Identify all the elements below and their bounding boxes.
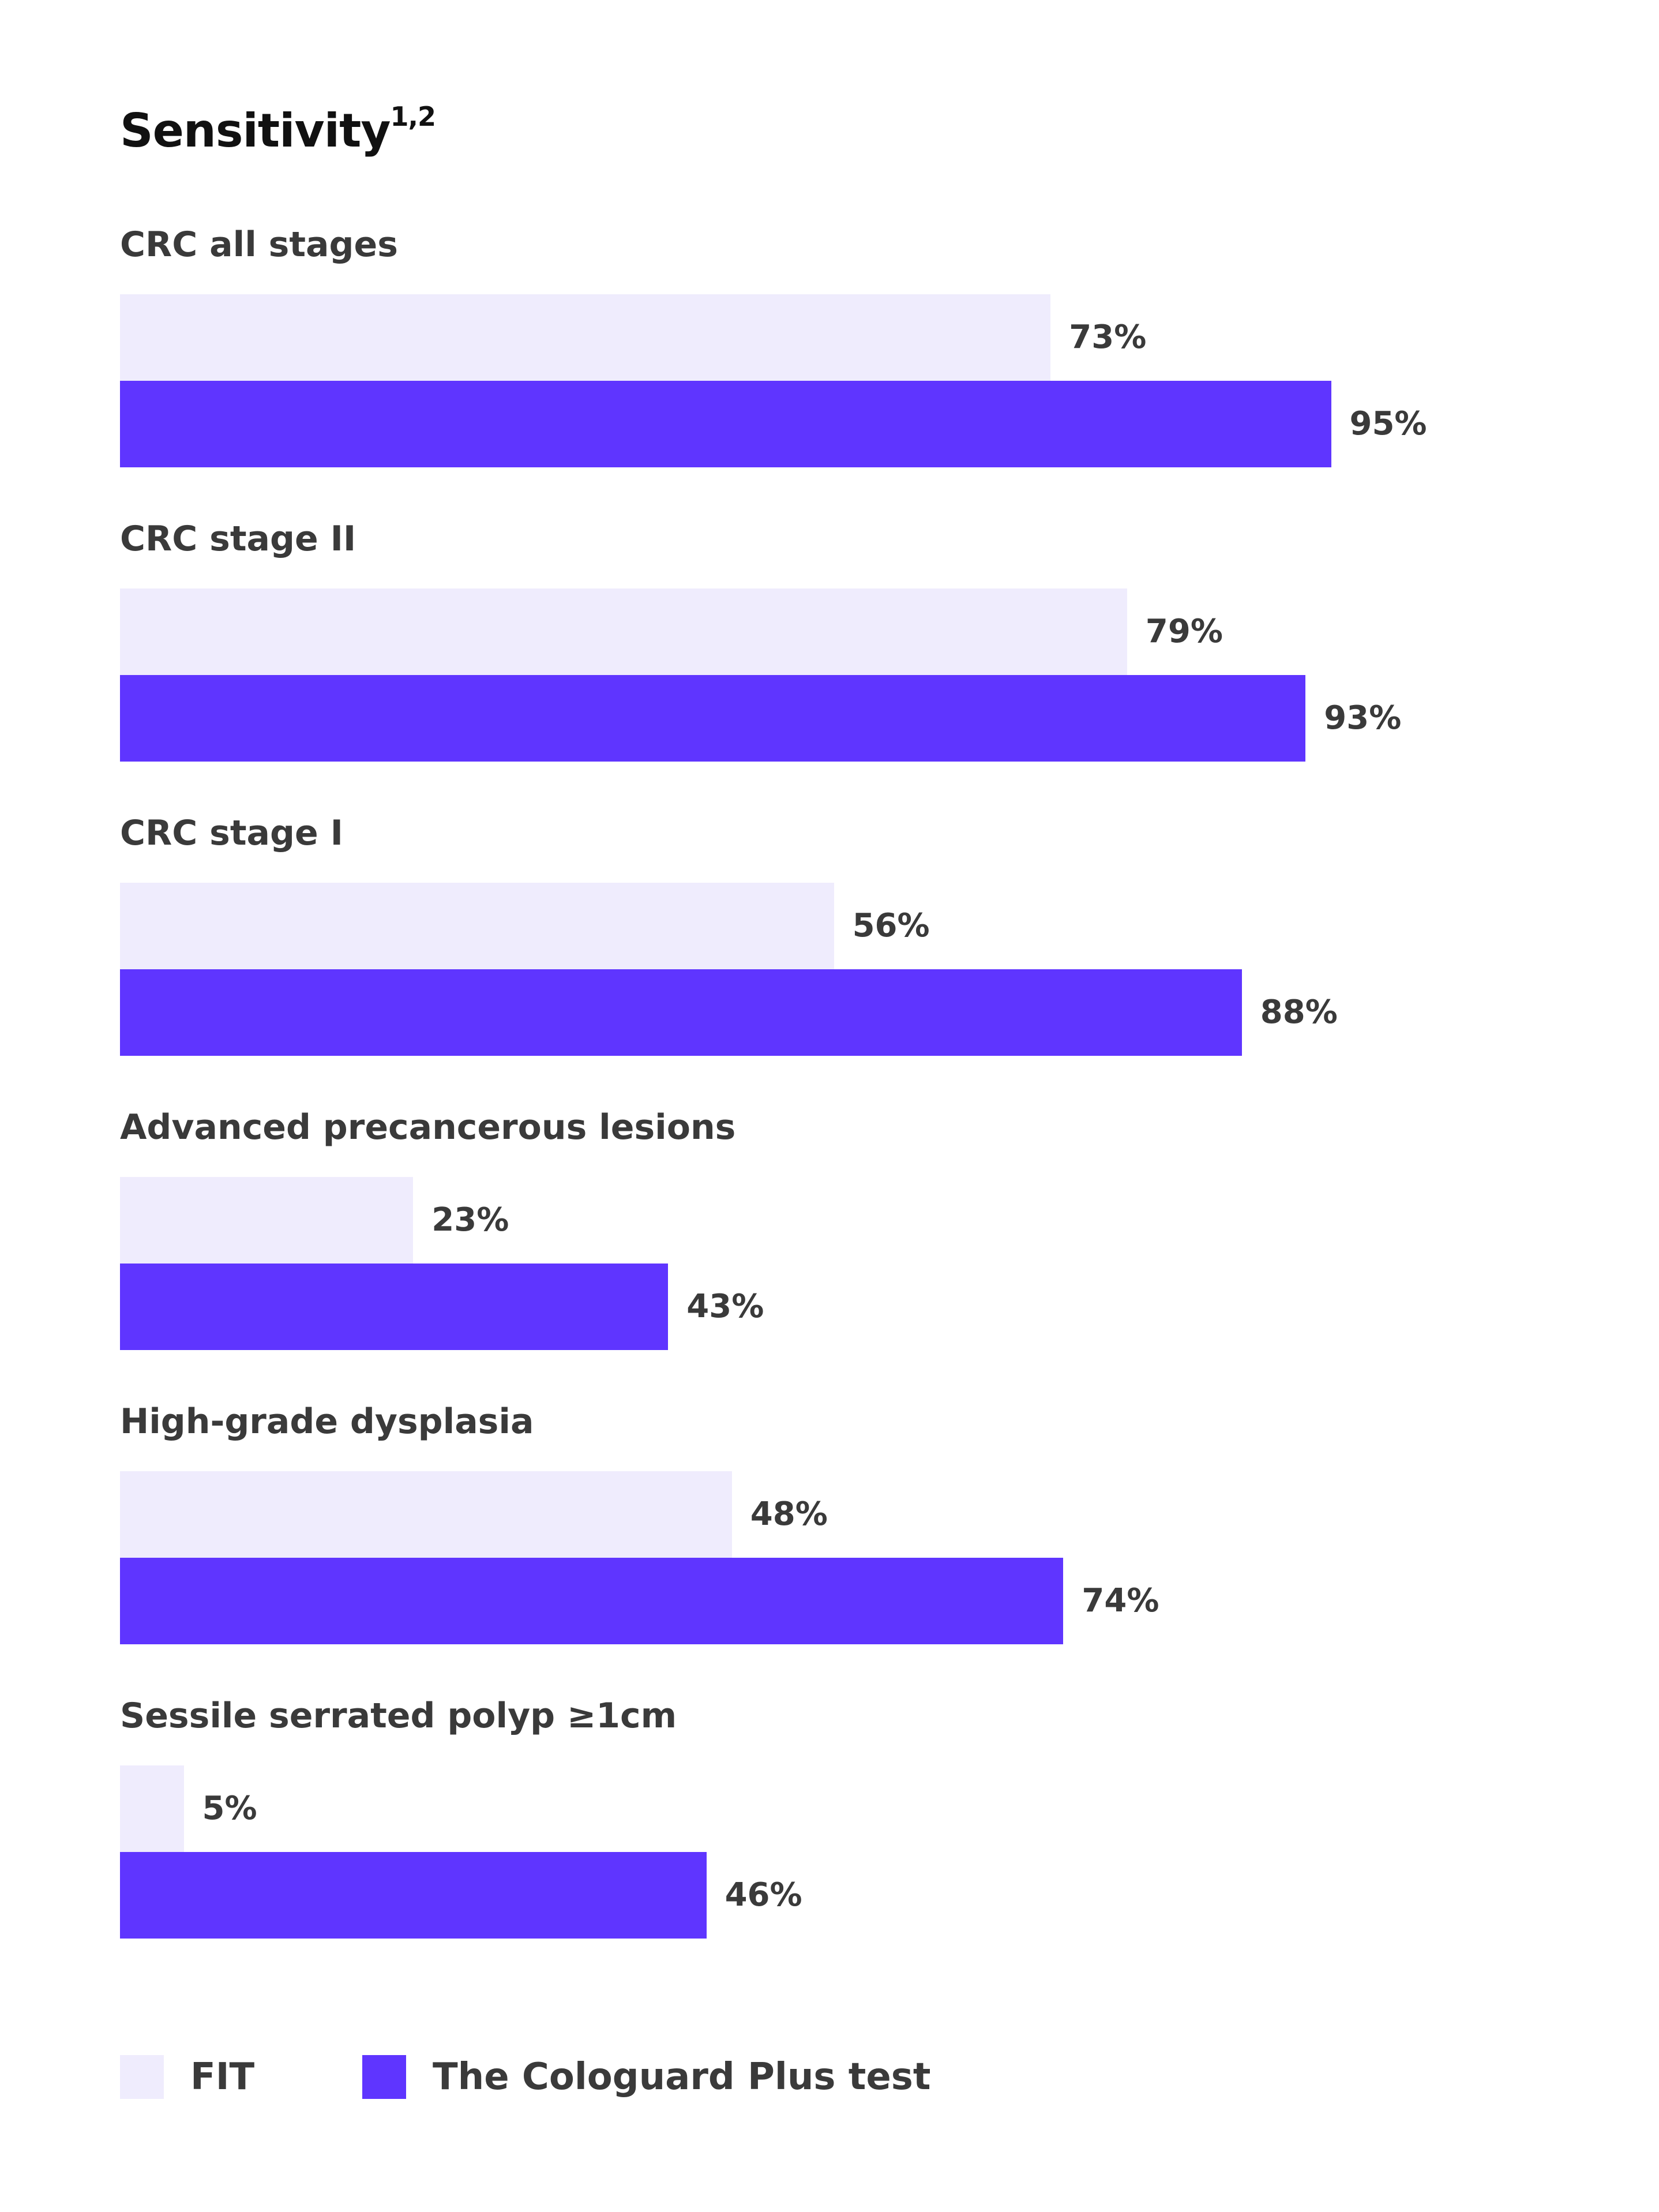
bar-the-cologuard-plus-test-crc-all-stages: [120, 381, 1331, 467]
bar-the-cologuard-plus-test-high-grade-dysplasia: [120, 1558, 1064, 1644]
category-label-crc-stage-i: CRC stage I: [120, 813, 343, 853]
chart-title: Sensitivity1,2: [120, 101, 436, 158]
value-label-the-cologuard-plus-test-crc-stage-ii: 93%: [1324, 699, 1402, 737]
legend-label-the-cologuard-plus-test: The Cologuard Plus test: [433, 2056, 931, 2098]
category-label-high-grade-dysplasia: High-grade dysplasia: [120, 1401, 534, 1442]
value-label-the-cologuard-plus-test-crc-stage-i: 88%: [1260, 993, 1338, 1031]
chart-title-superscript: 1,2: [390, 101, 436, 133]
category-label-advanced-precancerous-lesions: Advanced precancerous lesions: [120, 1107, 736, 1148]
value-label-fit-advanced-precancerous-lesions: 23%: [431, 1201, 509, 1239]
legend-swatch-fit: [120, 2055, 164, 2099]
bar-fit-high-grade-dysplasia: [120, 1471, 732, 1558]
category-label-sessile-serrated-polyp-1cm: Sessile serrated polyp ≥1cm: [120, 1696, 677, 1736]
bar-the-cologuard-plus-test-advanced-precancerous-lesions: [120, 1264, 669, 1350]
value-label-the-cologuard-plus-test-sessile-serrated-polyp-1cm: 46%: [725, 1876, 802, 1914]
value-label-fit-crc-stage-i: 56%: [852, 907, 930, 944]
value-label-fit-high-grade-dysplasia: 48%: [750, 1495, 828, 1533]
bar-fit-advanced-precancerous-lesions: [120, 1177, 414, 1264]
legend-label-fit: FIT: [190, 2056, 255, 2098]
bar-fit-sessile-serrated-polyp-1cm: [120, 1765, 184, 1852]
bar-fit-crc-all-stages: [120, 294, 1051, 381]
value-label-fit-crc-all-stages: 73%: [1069, 318, 1147, 356]
value-label-the-cologuard-plus-test-advanced-precancerous-lesions: 43%: [686, 1288, 764, 1325]
category-label-crc-all-stages: CRC all stages: [120, 224, 398, 265]
bar-the-cologuard-plus-test-sessile-serrated-polyp-1cm: [120, 1852, 707, 1939]
legend-swatch-the-cologuard-plus-test: [362, 2055, 406, 2099]
value-label-the-cologuard-plus-test-crc-all-stages: 95%: [1349, 405, 1427, 443]
value-label-fit-crc-stage-ii: 79%: [1145, 613, 1223, 650]
category-label-crc-stage-ii: CRC stage II: [120, 519, 356, 559]
value-label-the-cologuard-plus-test-high-grade-dysplasia: 74%: [1082, 1582, 1159, 1619]
bar-fit-crc-stage-i: [120, 883, 834, 969]
bar-the-cologuard-plus-test-crc-stage-ii: [120, 675, 1306, 762]
value-label-fit-sessile-serrated-polyp-1cm: 5%: [202, 1790, 257, 1827]
bar-fit-crc-stage-ii: [120, 588, 1127, 675]
chart-title-text: Sensitivity: [120, 104, 391, 158]
bar-the-cologuard-plus-test-crc-stage-i: [120, 969, 1242, 1056]
